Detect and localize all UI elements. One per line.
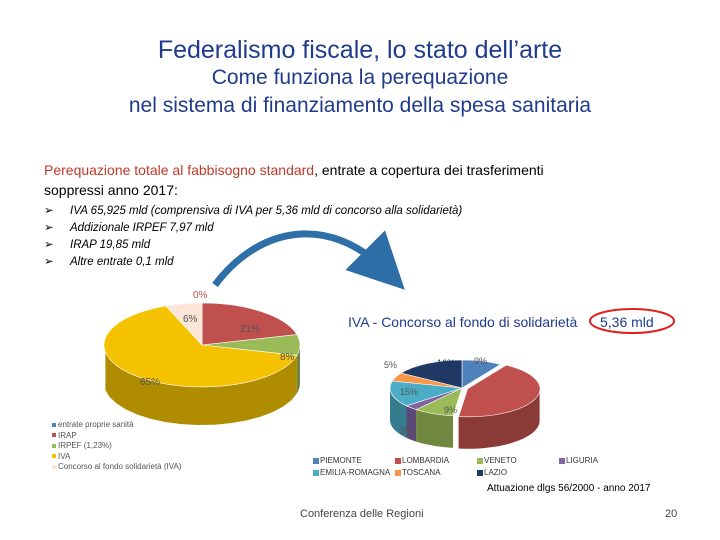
- pie-slice: [165, 302, 203, 346]
- bullet-arrow-icon: ➢: [44, 222, 54, 234]
- left-chart-legend: entrate proprie sanità IRAP IRPEF (1,23%) I…: [52, 420, 181, 473]
- pie-slice-side: [458, 389, 540, 449]
- legend-label: LAZIO: [484, 468, 508, 477]
- legend-label: IRAP: [58, 430, 77, 440]
- pie-data-label: 9%: [444, 405, 457, 415]
- legend-label: EMILIA-ROMAGNA: [320, 468, 391, 477]
- value-highlight-oval: [589, 308, 675, 334]
- legend-label: TOSCANA: [402, 468, 441, 477]
- bullet-item: ➢ IVA 65,925 mld (comprensiva di IVA per …: [44, 203, 462, 220]
- legend-item: VENETO: [477, 456, 559, 465]
- slide-subtitle-line1: Come funziona la perequazione: [211, 66, 509, 89]
- slide-title: Federalismo fiscale, lo stato dell’arte: [157, 36, 563, 64]
- legend-label: IVA: [58, 451, 71, 461]
- legend-item: EMILIA-ROMAGNA: [313, 468, 395, 477]
- intro-text: Perequazione totale al fabbisogno standa…: [44, 160, 604, 200]
- pie-slice: [103, 305, 298, 388]
- pie-slice-side: [390, 388, 407, 438]
- pie-slice-side: [416, 409, 453, 448]
- right-chart-value: 5,36 mld: [600, 314, 654, 330]
- legend-label: LOMBARDIA: [402, 456, 450, 465]
- legend-swatch: [313, 469, 319, 476]
- pie-data-label: 6%: [183, 314, 198, 325]
- pie-slice: [458, 364, 541, 418]
- slide-number: 20: [665, 508, 678, 520]
- legend-item: TOSCANA: [395, 468, 477, 477]
- legend-item: LAZIO: [477, 468, 559, 477]
- pie-slice: [389, 380, 463, 407]
- right-chart-legend: PIEMONTE LOMBARDIA VENETO LIGURIA EMILIA-ROM…: [313, 456, 613, 477]
- legend-swatch: [477, 469, 483, 476]
- pie-slice-side: [105, 352, 297, 425]
- footer-organization: Conferenza delle Regioni: [300, 508, 424, 520]
- intro-highlight: Perequazione totale al fabbisogno standa…: [44, 162, 315, 178]
- pie-chart-solidarity: 9% 43% 9% 3% 15% 5% 16%: [384, 356, 541, 449]
- pie-slice-side: [296, 345, 300, 394]
- pie-data-label: 3%: [400, 426, 413, 436]
- legend-item: PIEMONTE: [313, 456, 395, 465]
- pie-data-label: 21%: [240, 324, 260, 335]
- legend-label: Concorso al fondo solidarietà (IVA): [58, 462, 182, 471]
- bullet-arrow-icon: ➢: [44, 239, 54, 251]
- legend-swatch: [52, 464, 56, 469]
- pie-data-label: 65%: [140, 377, 160, 388]
- bullet-item: ➢ Altre entrate 0,1 mld: [44, 254, 462, 271]
- legend-swatch: [52, 443, 56, 448]
- flow-arrow-icon: [212, 230, 405, 290]
- legend-swatch: [559, 457, 565, 464]
- legend-item: LOMBARDIA: [395, 456, 477, 465]
- legend-label: LIGURIA: [566, 456, 599, 465]
- legend-label: PIEMONTE: [320, 456, 362, 465]
- legend-swatch: [395, 469, 401, 476]
- legend-item: IRPEF (1,23%): [52, 441, 181, 452]
- pie-data-label: 8%: [280, 352, 295, 363]
- revenue-bullet-list: ➢ IVA 65,925 mld (comprensiva di IVA per …: [44, 203, 462, 271]
- slide-subtitle-line2: nel sistema di finanziamento della spesa…: [128, 94, 592, 117]
- pie-slice-side: [406, 405, 417, 442]
- pie-data-label: 0%: [193, 290, 208, 301]
- legend-label: entrate proprie sanità: [58, 420, 134, 429]
- pie-slice: [400, 359, 463, 389]
- right-chart-title: IVA - Concorso al fondo di solidarietà: [348, 314, 578, 330]
- pie-data-label: 16%: [437, 358, 455, 368]
- legend-swatch: [395, 457, 401, 464]
- legend-swatch: [477, 457, 483, 464]
- intro-rest: , entrate a copertura dei trasferimenti …: [44, 162, 544, 198]
- pie-data-label: 9%: [474, 356, 487, 366]
- pie-data-label: 43%: [515, 385, 533, 395]
- legend-item: IRAP: [52, 431, 181, 442]
- legend-swatch: [52, 454, 56, 459]
- legend-item: entrate proprie sanità: [52, 420, 181, 431]
- pie-chart-revenues: 0% 21% 8% 65% 6%: [103, 290, 301, 425]
- bullet-item: ➢ Addizionale IRPEF 7,97 mld: [44, 220, 462, 237]
- legend-swatch: [313, 457, 319, 464]
- bullet-item: ➢ IRAP 19,85 mld: [44, 237, 462, 254]
- pie-data-label: 15%: [400, 387, 418, 397]
- pie-data-label: 5%: [384, 360, 397, 370]
- legend-item: LIGURIA: [559, 456, 619, 465]
- legend-swatch: [52, 422, 56, 427]
- source-note: Attuazione dlgs 56/2000 - anno 2017: [487, 483, 651, 494]
- legend-swatch: [52, 433, 56, 438]
- pie-slice: [201, 302, 298, 346]
- legend-item: IVA: [52, 452, 181, 463]
- legend-label: IRPEF (1,23%): [58, 441, 112, 450]
- legend-label: VENETO: [484, 456, 517, 465]
- bullet-arrow-icon: ➢: [44, 256, 54, 268]
- legend-item: Concorso al fondo solidarietà (IVA): [52, 462, 181, 473]
- bullet-arrow-icon: ➢: [44, 205, 54, 217]
